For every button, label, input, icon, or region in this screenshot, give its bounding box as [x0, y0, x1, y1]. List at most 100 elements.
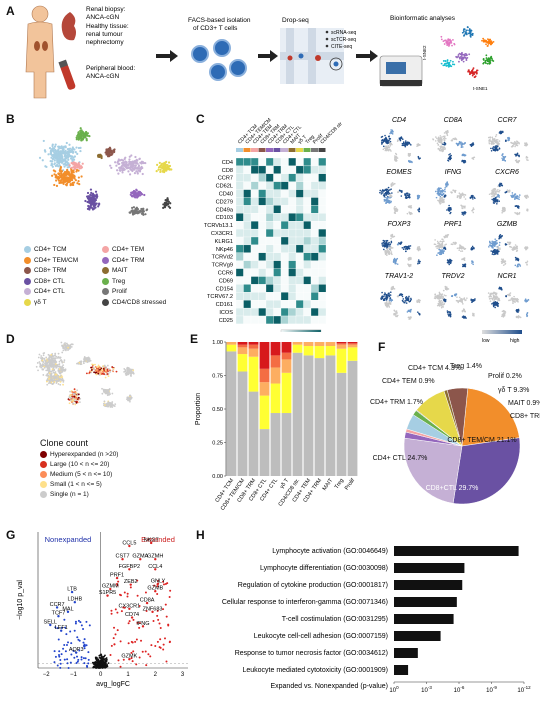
umap-cell-dot [46, 369, 49, 372]
feature-cell-dot [383, 240, 386, 243]
feature-cell-dot [405, 302, 408, 304]
tsne-dot [487, 58, 490, 61]
feature-cell-dot [396, 257, 399, 260]
heatmap-cell [273, 268, 282, 277]
feature-cell-dot [435, 196, 438, 199]
umap-cell-dot [117, 172, 120, 175]
umap-cell-dot [80, 165, 83, 168]
legend-item: Prolif [102, 288, 127, 295]
legend-label: CD4+ TEM/CM [34, 256, 79, 264]
umap-cell-dot [167, 200, 170, 203]
heatmap-cell [265, 181, 274, 190]
feature-cell-dot [387, 186, 390, 189]
umap-cell-dot [104, 376, 107, 379]
umap-cell-dot [65, 176, 68, 179]
umap-cell-dot [143, 193, 146, 197]
feature-cell-dot [508, 293, 511, 295]
feature-cell-dot [496, 148, 498, 151]
feature-cell-dot [452, 189, 454, 192]
feature-cell-dot [390, 240, 393, 243]
umap-cell-dot [85, 137, 88, 141]
feature-cell-dot [526, 246, 529, 248]
feature-cell-dot [462, 153, 464, 156]
heatmap-cell [273, 228, 282, 238]
feature-cell-dot [505, 295, 508, 298]
feature-cell-dot [514, 198, 516, 201]
feature-cell-dot [384, 303, 387, 306]
feature-cell-dot [400, 190, 402, 192]
tsne-dot [481, 39, 483, 42]
heatmap-cell [243, 157, 252, 167]
feature-cell-dot [381, 143, 383, 145]
feature-cell-dot [446, 310, 449, 312]
feature-cell-dot [510, 194, 512, 197]
umap-cell-dot [42, 139, 45, 143]
feature-cell-dot [380, 141, 383, 144]
umap-cell-dot [118, 162, 121, 165]
heatmap-cell [318, 307, 327, 317]
feature-cell-dot [501, 310, 504, 313]
feature-cell-dot [385, 146, 387, 149]
gene-title: TRAV1-2 [385, 273, 414, 280]
feature-cell-dot [447, 160, 450, 162]
heatmap-cell [258, 252, 267, 261]
umap-cell-dot [62, 379, 65, 382]
umap-cell-dot [169, 202, 172, 205]
umap-cell-dot [168, 165, 171, 168]
feature-cell-dot [383, 140, 386, 142]
feature-cell-dot [469, 196, 472, 199]
feature-cell-dot [392, 260, 395, 263]
umap-cell-dot [97, 205, 100, 208]
umap-cell-dot [61, 360, 63, 363]
feature-cell-dot [407, 246, 410, 248]
umap-cell-dot [54, 371, 57, 373]
umap-cell-dot [46, 383, 49, 386]
heatmap-cell [280, 307, 289, 317]
feature-cell-dot [487, 136, 490, 139]
feature-cell-dot [515, 315, 518, 318]
feature-cell-dot [493, 138, 496, 140]
feature-cell-dot [490, 297, 492, 300]
feature-cell-dot [438, 201, 441, 204]
umap-cell-dot [125, 161, 128, 164]
feature-cell-dot [503, 315, 506, 317]
feature-cell-dot [401, 295, 404, 298]
feature-cell-dot [389, 189, 391, 191]
panel-b-umap [38, 127, 173, 216]
umap-cell-dot [159, 170, 162, 174]
feature-cell-dot [514, 141, 517, 144]
renal-biopsy-value: ANCA-cGN [86, 14, 120, 21]
feature-cell-dot [406, 212, 409, 215]
umap-cell-dot [41, 364, 43, 367]
feature-cell-dot [496, 202, 498, 205]
heatmap-cell [258, 268, 267, 277]
feature-cell-dot [387, 144, 390, 147]
heatmap-cell [235, 173, 244, 182]
feature-cell-dot [494, 148, 497, 150]
umap-cell-dot [68, 143, 71, 146]
feature-cell-dot [463, 257, 466, 260]
feature-cell-dot [386, 302, 388, 305]
tsne-dot [487, 43, 490, 45]
heatmap-cell [280, 213, 289, 222]
feature-cell-dot [387, 199, 390, 202]
umap-cell-dot [95, 196, 98, 199]
umap-cell-dot [42, 368, 44, 370]
feature-cell-dot [449, 259, 452, 262]
legend-swatch [24, 298, 31, 306]
umap-cell-dot [57, 376, 60, 379]
umap-cell-dot [52, 366, 55, 369]
umap-cell-dot [76, 164, 80, 168]
feature-cell-dot [434, 243, 437, 246]
umap-cell-dot [74, 151, 77, 154]
umap-cell-dot [38, 361, 41, 363]
gene-title: EOMES [386, 169, 412, 176]
feature-cell-dot [387, 303, 390, 306]
feature-cell-dot [432, 138, 434, 140]
feature-cell-dot [444, 248, 447, 251]
umap-cell-dot [158, 161, 161, 164]
feature-cell-dot [472, 143, 474, 146]
feature-cell-dot [449, 156, 451, 158]
heatmap-column-color [311, 148, 318, 152]
umap-cell-dot [109, 164, 112, 167]
